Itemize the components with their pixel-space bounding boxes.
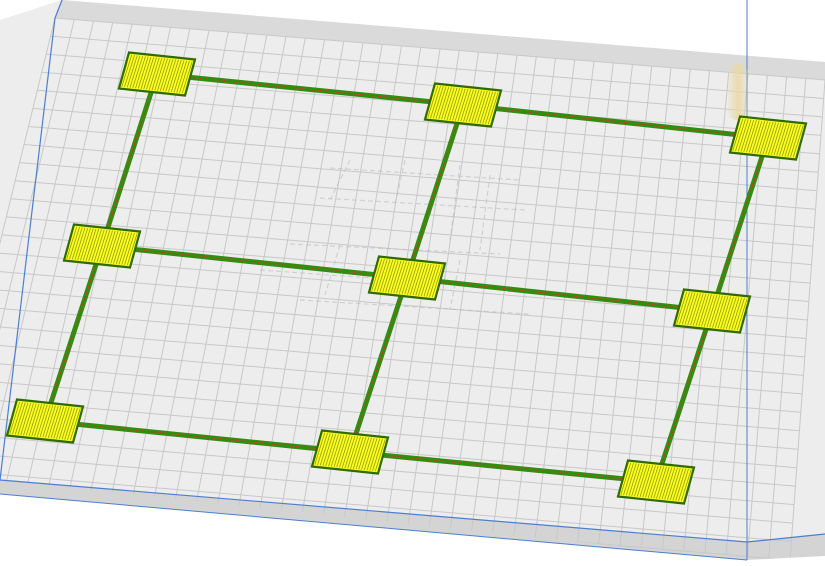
grid-line [54, 17, 825, 81]
grid-line [37, 89, 820, 155]
grid-line [15, 180, 813, 247]
model-connectors [42, 71, 771, 485]
model-pads [5, 51, 808, 505]
connector-line [347, 275, 410, 455]
grid-line [0, 360, 800, 432]
grid-line [0, 17, 56, 489]
connector-line [709, 135, 771, 314]
pad-r3-c1[interactable] [5, 398, 85, 444]
ghost-line [289, 243, 501, 255]
axis-marker [728, 64, 748, 120]
grid-line [32, 107, 819, 173]
grid-line [6, 216, 811, 284]
connector-line [404, 275, 715, 314]
connector-line [99, 243, 410, 281]
connector-line [404, 102, 466, 281]
pad-r1-c1[interactable] [117, 51, 197, 97]
connector-line [99, 71, 160, 249]
connector-line [42, 418, 353, 455]
ghost-line [449, 164, 461, 241]
pad-r2-c2[interactable] [367, 255, 447, 301]
grid-line [50, 35, 824, 99]
grid-line [0, 379, 799, 450]
pad-r2-c3[interactable] [672, 288, 752, 334]
ghost-line [319, 197, 526, 211]
connector-line [460, 102, 771, 141]
grid-line [0, 288, 805, 358]
build-plate-side [0, 480, 825, 560]
connector-line [154, 71, 466, 108]
ghost-line [479, 174, 491, 251]
pad-r3-c2[interactable] [310, 429, 390, 475]
grid-line [23, 144, 816, 210]
grid-line [0, 324, 803, 395]
build-plate-border-band [55, 0, 825, 80]
grid-line [10, 198, 812, 266]
pad-r2-c1[interactable] [62, 223, 142, 269]
connector-line [347, 449, 659, 485]
grid-line [0, 306, 804, 376]
connector-line [653, 308, 715, 485]
grid-line [0, 342, 801, 413]
connector-line [42, 243, 105, 424]
pad-r1-c3[interactable] [728, 115, 808, 161]
grid-line [19, 162, 815, 229]
build-plate-edge [0, 0, 825, 543]
ghost-line [299, 299, 531, 315]
grid-line [28, 125, 817, 192]
grid-line [0, 469, 792, 543]
pad-r3-c3[interactable] [616, 459, 696, 505]
grid-line [0, 397, 797, 469]
grid-line [0, 451, 793, 524]
pad-r1-c2[interactable] [423, 82, 503, 128]
build-plate-front-edge [0, 493, 748, 561]
